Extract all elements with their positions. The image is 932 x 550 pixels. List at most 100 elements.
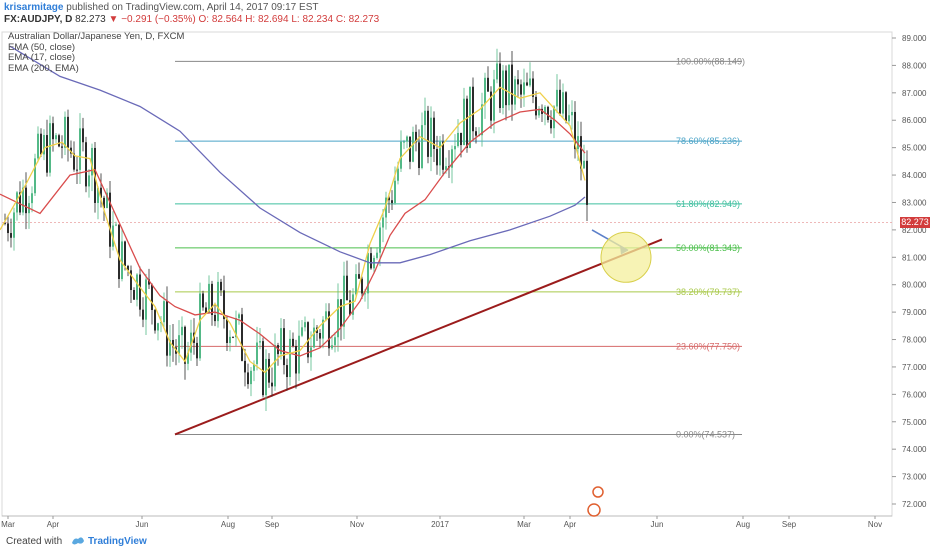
candle-body [454, 146, 456, 150]
candle-body [112, 225, 114, 247]
candle-body [394, 180, 396, 203]
candle-body [202, 293, 204, 308]
candle-body [178, 335, 180, 354]
candle-body [133, 290, 135, 300]
candle-body [217, 281, 219, 322]
legend-ema17[interactable]: EMA (17, close) [8, 52, 76, 63]
candle-body [85, 142, 87, 187]
candle-body [382, 217, 384, 228]
candle-body [205, 307, 207, 314]
footer: Created with TradingView [0, 532, 932, 550]
candle-body [124, 241, 126, 266]
candle-body [286, 365, 288, 378]
price-axis-label: 75.000 [902, 418, 927, 427]
candle-body [295, 346, 297, 374]
candle-body [280, 328, 282, 355]
time-axis-label: Aug [736, 520, 750, 529]
candle-body [292, 338, 294, 347]
candle-body [430, 117, 432, 157]
candle-body [565, 92, 567, 122]
price-axis-label: 78.000 [902, 336, 927, 345]
candle-body [100, 187, 102, 198]
candle-body [229, 336, 231, 343]
price-axis-label: 84.000 [902, 171, 927, 180]
candle-body [22, 187, 24, 213]
price-axis-label: 72.000 [902, 500, 927, 509]
candle-body [364, 293, 366, 295]
tradingview-logo-icon [72, 537, 84, 545]
open-value: O: 82.564 [198, 14, 243, 25]
candle-body [19, 192, 21, 213]
price-axis-label: 81.000 [902, 253, 927, 262]
price-chart[interactable]: 89.000 88.000 87.000 86.000 85.000 84.000 83.0… [0, 28, 932, 530]
candle-body [136, 274, 138, 300]
symbol-name[interactable]: FX:AUDJPY, D [4, 14, 73, 25]
candle-body [466, 98, 468, 148]
candle-body [559, 89, 561, 114]
candle-body [370, 253, 372, 269]
candle-body [247, 372, 249, 385]
candle-body [571, 111, 573, 116]
candle-body [52, 123, 54, 140]
candle-body [304, 322, 306, 328]
candle-body [7, 223, 9, 234]
fib-level-label: 23.60%(77.750) [676, 341, 740, 351]
candle-body [43, 135, 45, 155]
author-link[interactable]: krisarmitage [4, 2, 64, 13]
candle-body [109, 192, 111, 247]
candle-body [310, 347, 312, 358]
candle-body [505, 70, 507, 106]
candle-body [148, 279, 150, 285]
symbol-info: FX:AUDJPY, D 82.273 ▼ −0.291 (−0.35%) O:… [4, 14, 379, 25]
candle-body [427, 110, 429, 157]
candle-body [265, 358, 267, 396]
candle-body [82, 128, 84, 143]
last-value: 82.273 [75, 14, 106, 25]
candle-body [511, 64, 513, 105]
candle-body [481, 104, 483, 136]
candle-body [241, 314, 243, 361]
candle-body [184, 326, 186, 364]
candle-body [106, 192, 108, 208]
candle-body [355, 274, 357, 295]
change-value: −0.291 (−0.35%) [121, 14, 196, 25]
time-axis-label: Nov [868, 520, 882, 529]
candle-body [583, 160, 585, 169]
candle-body [163, 301, 165, 323]
candle-body [145, 279, 147, 320]
legend-ema50[interactable]: EMA (50, close) [8, 41, 76, 53]
candle-body [439, 141, 441, 166]
candle-body [37, 133, 39, 159]
candle-body [13, 212, 15, 238]
candle-body [40, 133, 42, 155]
time-axis-label: Apr [564, 520, 577, 529]
candle-body [403, 141, 405, 143]
candle-body [538, 108, 540, 116]
candle-body [496, 63, 498, 80]
candle-body [139, 274, 141, 310]
candle-body [421, 125, 423, 169]
candle-body [289, 338, 291, 378]
fib-level-label: 78.60%(85.236) [676, 136, 740, 146]
candle-body [121, 241, 123, 280]
legend-ema200[interactable]: EMA (200, EMA) [8, 62, 79, 74]
candle-body [469, 86, 471, 148]
candle-body [412, 131, 414, 162]
candle-body [151, 284, 153, 310]
ema200-line [9, 45, 586, 264]
candle-body [58, 135, 60, 147]
time-axis-label: Mar [517, 520, 531, 529]
candle-body [433, 117, 435, 149]
candle-body [415, 131, 417, 143]
tradingview-brand[interactable]: TradingView [88, 536, 147, 547]
candle-body [154, 309, 156, 331]
candle-body [460, 132, 462, 146]
time-axis-label: Apr [47, 520, 60, 529]
candle-body [118, 224, 120, 280]
price-axis-label: 80.000 [902, 281, 927, 290]
candle-body [46, 135, 48, 173]
candle-body [115, 224, 117, 226]
candle-body [568, 115, 570, 122]
candle-body [562, 92, 564, 114]
candle-body [499, 63, 501, 109]
